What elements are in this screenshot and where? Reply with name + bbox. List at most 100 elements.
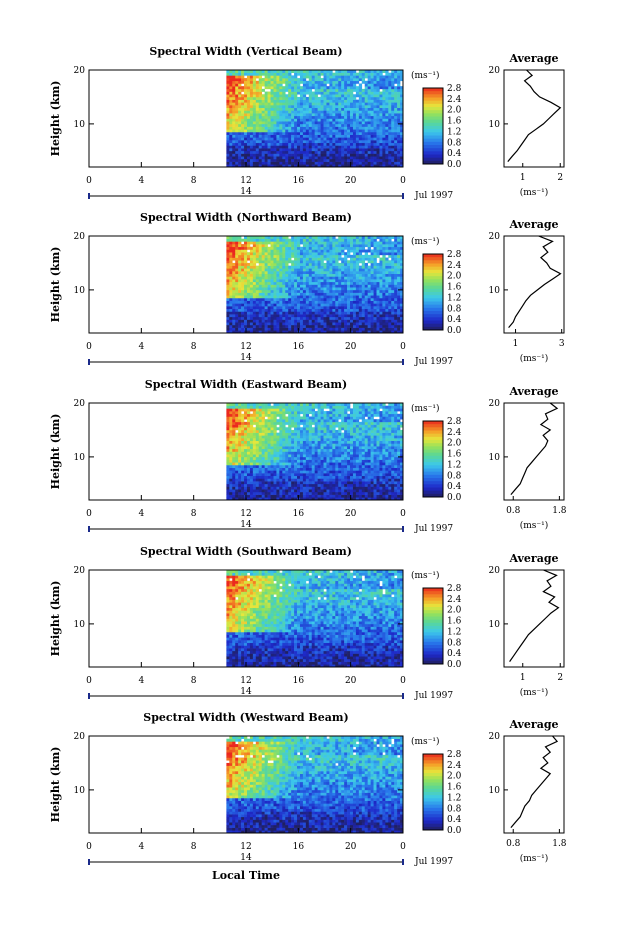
- panel-2-heatmap-cell: [329, 236, 333, 239]
- panel-2-heatmap-cell: [282, 284, 286, 288]
- panel-2-heatmap-cell: [352, 311, 357, 315]
- panel-1-heatmap-cell: [299, 105, 304, 109]
- panel-1-heatmap-cell: [326, 156, 330, 160]
- panel-2-heatmap-cell: [311, 295, 315, 299]
- panel-1-heatmap-cell: [338, 126, 342, 130]
- panel-1-heatmap-cell: [255, 164, 260, 168]
- panel-2-heatmap-cell: [308, 271, 313, 275]
- panel-2-heatmap-cell: [332, 324, 336, 328]
- panel-3-heatmap-cell: [246, 475, 251, 479]
- panel-1-heatmap-cell: [270, 126, 274, 130]
- panel-2-heatmap-cell: [379, 284, 383, 288]
- panel-1-heatmap-cell: [238, 83, 242, 87]
- panel-2-heatmap-cell: [347, 249, 351, 253]
- panel-1-heatmap-cell: [267, 129, 271, 133]
- panel-2-heatmap-cell: [355, 300, 360, 304]
- panel-2-heatmap-cell: [282, 322, 286, 326]
- panel-2-heatmap-cell: [279, 257, 283, 261]
- panel-2-heatmap-cell: [361, 241, 366, 245]
- panel-2-heatmap-cell: [317, 276, 321, 280]
- panel-2-heatmap-cell: [344, 308, 348, 312]
- panel-1-heatmap-cell: [238, 107, 242, 111]
- panel-2-heatmap-cell: [255, 330, 260, 334]
- panel-2-heatmap-cell: [232, 257, 236, 261]
- panel-1-colorbar-tick-label: 0.8: [447, 138, 462, 148]
- panel-1-heatmap-cell: [294, 80, 298, 84]
- panel-1-heatmap-cell: [264, 83, 268, 87]
- panel-1-heatmap-cell: [276, 110, 280, 114]
- panel-2-heatmap-cell: [291, 238, 295, 242]
- panel-1-heatmap-cell: [264, 134, 268, 138]
- panel-2-heatmap-cell: [355, 284, 360, 288]
- panel-1-heatmap-cell: [252, 102, 257, 106]
- panel-2-heatmap-cell: [291, 287, 295, 291]
- panel-2-heatmap-cell: [261, 244, 265, 248]
- panel-2-heatmap-cell: [391, 297, 395, 301]
- panel-1-heatmap-cell: [249, 80, 254, 84]
- panel-1-heatmap-cell: [320, 123, 324, 127]
- panel-1-heatmap-cell: [314, 110, 318, 114]
- panel-3-heatmap-cell: [270, 440, 274, 444]
- panel-2-heatmap-cell: [320, 262, 324, 266]
- panel-2-heatmap-cell: [347, 314, 351, 318]
- panel-1-heatmap-cell: [350, 134, 354, 138]
- panel-1-heatmap-cell: [299, 153, 304, 157]
- panel-1-heatmap-cell: [308, 134, 313, 138]
- panel-3-heatmap-cell: [229, 413, 233, 417]
- panel-2-heatmap-cell: [400, 281, 404, 285]
- panel-2-heatmap-cell: [238, 330, 242, 334]
- panel-3-heatmap-cell: [267, 448, 271, 452]
- panel-2-heatmap-cell: [291, 289, 295, 293]
- panel-1-heatmap-cell: [376, 134, 380, 138]
- panel-1-heatmap-cell: [232, 91, 236, 95]
- panel-1-heatmap-cell: [347, 115, 351, 119]
- panel-1-heatmap-cell: [246, 145, 251, 149]
- panel-1-heatmap-cell: [244, 126, 248, 130]
- panel-2-heatmap-cell: [352, 306, 357, 310]
- panel-2-heatmap-cell: [358, 271, 363, 275]
- panel-2-heatmap-cell: [235, 276, 239, 280]
- panel-2-heatmap-cell: [376, 330, 380, 334]
- panel-1-heatmap-cell: [261, 70, 265, 73]
- panel-1-heatmap-cell: [282, 94, 286, 98]
- panel-1-heatmap-cell: [299, 102, 304, 106]
- panel-1-heatmap-cell: [370, 150, 374, 154]
- panel-1-heatmap-cell: [294, 137, 298, 141]
- panel-1-heatmap-cell: [305, 107, 310, 111]
- panel-1-heatmap-cell: [347, 91, 351, 95]
- panel-2-heatmap-cell: [382, 260, 386, 264]
- panel-2-heatmap-cell: [314, 303, 318, 307]
- panel-3-heatmap-cell: [232, 454, 236, 458]
- panel-2-heatmap-cell: [358, 279, 363, 283]
- panel-1-heatmap-cell: [276, 161, 280, 165]
- panel-1-heatmap-cell: [276, 115, 280, 119]
- panel-2-heatmap-cell: [282, 330, 286, 334]
- panel-1-heatmap-cell: [329, 158, 333, 162]
- panel-1-heatmap-cell: [400, 158, 404, 162]
- panel-2-heatmap-cell: [235, 303, 239, 307]
- panel-1-heatmap-cell: [352, 110, 357, 114]
- panel-2-heatmap-cell: [238, 322, 242, 326]
- panel-3-heatmap-cell: [258, 421, 262, 425]
- panel-1-heatmap-cell: [305, 121, 310, 125]
- panel-3-heatmap-cell: [238, 494, 242, 498]
- panel-2-heatmap-cell: [238, 257, 242, 261]
- panel-2-heatmap-cell: [341, 279, 345, 283]
- panel-1-heatmap-cell: [332, 91, 336, 95]
- panel-1-heatmap-cell: [385, 142, 389, 146]
- panel-1-heatmap-cell: [338, 94, 342, 98]
- panel-3-heatmap-cell: [273, 451, 277, 455]
- panel-1-heatmap-cell: [358, 72, 363, 76]
- panel-1-heatmap-cell: [238, 123, 242, 127]
- panel-2-heatmap-cell: [252, 316, 257, 320]
- panel-3-heatmap-cell: [235, 483, 239, 487]
- panel-2-heatmap-cell: [364, 241, 368, 245]
- panel-1-heatmap-cell: [226, 99, 230, 103]
- panel-3-heatmap-cell: [252, 497, 257, 501]
- panel-2-heatmap-cell: [226, 322, 230, 326]
- panel-1-heatmap-cell: [235, 115, 239, 119]
- panel-1-heatmap-cell: [361, 105, 366, 109]
- panel-1-heatmap-cell: [267, 86, 271, 90]
- panel-1-heatmap-cell: [273, 126, 277, 130]
- panel-2-heatmap-cell: [314, 316, 318, 320]
